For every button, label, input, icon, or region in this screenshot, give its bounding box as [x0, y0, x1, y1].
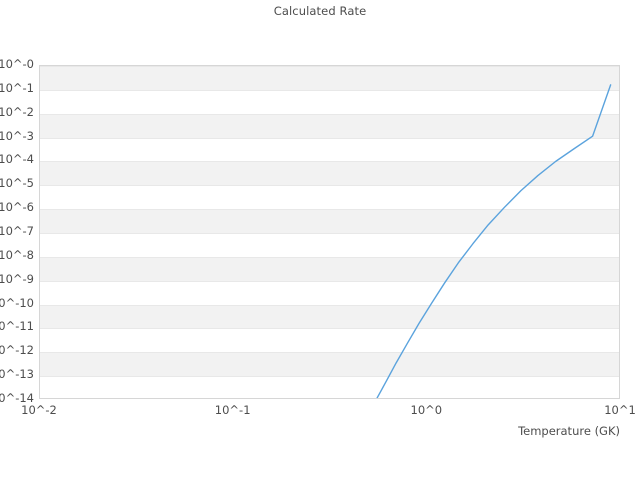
y-tick-label: 10^-6 — [0, 200, 34, 215]
y-tick-label: 10^-8 — [0, 247, 34, 262]
series-line-calculated-rate — [377, 85, 611, 398]
gridline — [40, 305, 619, 306]
gridline — [40, 138, 619, 139]
gridline — [40, 185, 619, 186]
gridline — [40, 209, 619, 210]
gridline — [40, 257, 619, 258]
y-tick-label: 10^-7 — [0, 224, 34, 238]
plot-band — [40, 256, 619, 281]
chart-title: Calculated Rate — [273, 4, 367, 18]
y-tick-label: 10^-12 — [0, 343, 34, 358]
gridline — [40, 233, 619, 234]
gridline — [40, 161, 619, 162]
x-tick-label: 10^-2 — [21, 403, 57, 417]
y-axis-tick-labels: 10^-0 10^-1 10^-2 10^-3 10^-4 10^-5 10^-6 10^-7… — [0, 57, 34, 405]
plot-band — [40, 161, 619, 186]
plot-band — [40, 113, 619, 138]
gridline — [40, 352, 619, 353]
gridline — [40, 90, 619, 91]
y-tick-label: 10^-5 — [0, 176, 34, 191]
y-tick-label: 10^-13 — [0, 367, 34, 382]
x-axis-title: Temperature (GK) — [518, 424, 620, 438]
x-tick-label: 10^0 — [410, 403, 443, 417]
gridline — [40, 328, 619, 329]
y-tick-label: 10^-3 — [0, 128, 34, 143]
y-tick-label: 10^-1 — [0, 80, 34, 95]
gridline — [40, 281, 619, 282]
gridline — [40, 114, 619, 115]
x-tick-label: 10^1 — [604, 403, 636, 417]
x-tick-label: 10^-1 — [214, 403, 251, 417]
gridline — [40, 376, 619, 377]
plot-band — [40, 304, 619, 329]
data-series-layer — [40, 66, 619, 398]
y-tick-label: 10^-10 — [0, 295, 34, 310]
plot-band — [40, 66, 619, 90]
y-tick-label: 10^-0 — [0, 57, 34, 71]
y-tick-label: 10^-4 — [0, 152, 34, 167]
y-tick-label: 10^-14 — [0, 391, 34, 405]
y-tick-label: 10^-11 — [0, 319, 34, 334]
gridline — [40, 66, 619, 67]
y-tick-label: 10^-9 — [0, 271, 34, 286]
plot-area[interactable] — [39, 65, 620, 399]
plot-band — [40, 352, 619, 377]
y-tick-label: 10^-2 — [0, 104, 34, 119]
plot-band — [40, 209, 619, 233]
